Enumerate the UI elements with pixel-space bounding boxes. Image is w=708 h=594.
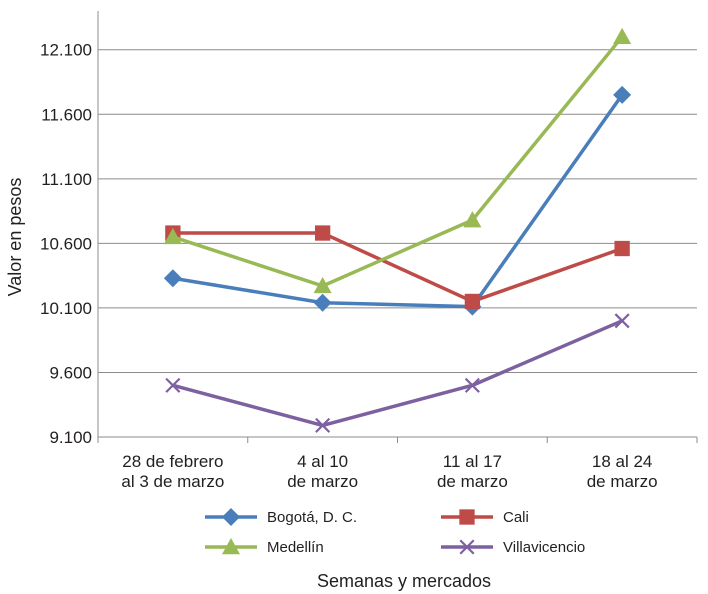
square-marker xyxy=(314,225,331,241)
square-marker xyxy=(459,509,475,525)
x-tick-label: 4 al 10 xyxy=(297,452,348,471)
triangle-marker xyxy=(313,276,332,294)
legend-label: Bogotá, D. C. xyxy=(267,509,357,526)
x-axis-title: Semanas y mercados xyxy=(317,571,491,591)
legend-label: Medellín xyxy=(267,539,324,556)
x-marker-stroke xyxy=(464,377,480,393)
diamond-marker xyxy=(613,85,632,104)
series-triangle xyxy=(163,27,632,294)
series-line xyxy=(172,231,623,304)
diamond-marker xyxy=(163,269,182,288)
legend-label: Cali xyxy=(503,509,529,526)
legend-item: Cali xyxy=(441,509,529,526)
y-tick-label: 11.100 xyxy=(41,170,92,189)
diamond-marker xyxy=(222,508,240,526)
series-line xyxy=(172,319,623,428)
axes: 9.100 9.600 10.100 10.600 11.100 11.600 12.100… xyxy=(40,11,698,491)
legend-item: Medellín xyxy=(205,538,324,556)
x-tick-label: de marzo xyxy=(287,472,358,491)
legend: Bogotá, D. C. Cali Medellín Villavicencio xyxy=(205,508,585,556)
y-tick-label: 9.600 xyxy=(49,363,92,382)
x-marker-stroke xyxy=(614,313,630,329)
x-marker xyxy=(459,539,475,555)
x-marker xyxy=(315,417,331,433)
triangle-marker xyxy=(222,538,240,555)
square-marker xyxy=(614,240,630,257)
x-tick-label: de marzo xyxy=(437,472,508,491)
series-diamond xyxy=(163,85,632,316)
y-tick-label: 10.600 xyxy=(40,234,92,253)
diamond-marker xyxy=(313,293,332,312)
x-tick-label: 18 al 24 xyxy=(592,452,653,471)
legend-item: Villavicencio xyxy=(441,539,585,556)
y-tick-label: 9.100 xyxy=(49,428,92,447)
series-group xyxy=(163,27,632,433)
y-tick-label: 10.100 xyxy=(40,299,92,318)
x-tick-label: 11 al 17 xyxy=(443,452,502,471)
series-line xyxy=(172,93,624,309)
x-marker xyxy=(614,313,630,329)
square-marker xyxy=(464,293,481,310)
x-tick-label: al 3 de marzo xyxy=(121,472,224,491)
y-tick-label: 11.600 xyxy=(41,105,92,124)
legend-item: Bogotá, D. C. xyxy=(205,508,357,526)
legend-label: Villavicencio xyxy=(503,539,585,556)
x-marker-stroke xyxy=(315,417,331,433)
x-marker-stroke xyxy=(459,539,475,555)
triangle-marker xyxy=(613,27,632,45)
x-marker-stroke xyxy=(165,377,181,393)
x-marker xyxy=(464,377,480,393)
series-line xyxy=(172,35,624,288)
x-tick-label: de marzo xyxy=(587,472,658,491)
series-x xyxy=(165,313,630,433)
y-tick-label: 12.100 xyxy=(40,41,92,60)
x-tick-label: 28 de febrero xyxy=(122,452,223,471)
y-axis-title: Valor en pesos xyxy=(5,178,25,297)
series-square xyxy=(165,225,630,310)
x-marker xyxy=(165,377,181,393)
triangle-marker xyxy=(163,227,182,245)
triangle-marker xyxy=(463,211,482,228)
